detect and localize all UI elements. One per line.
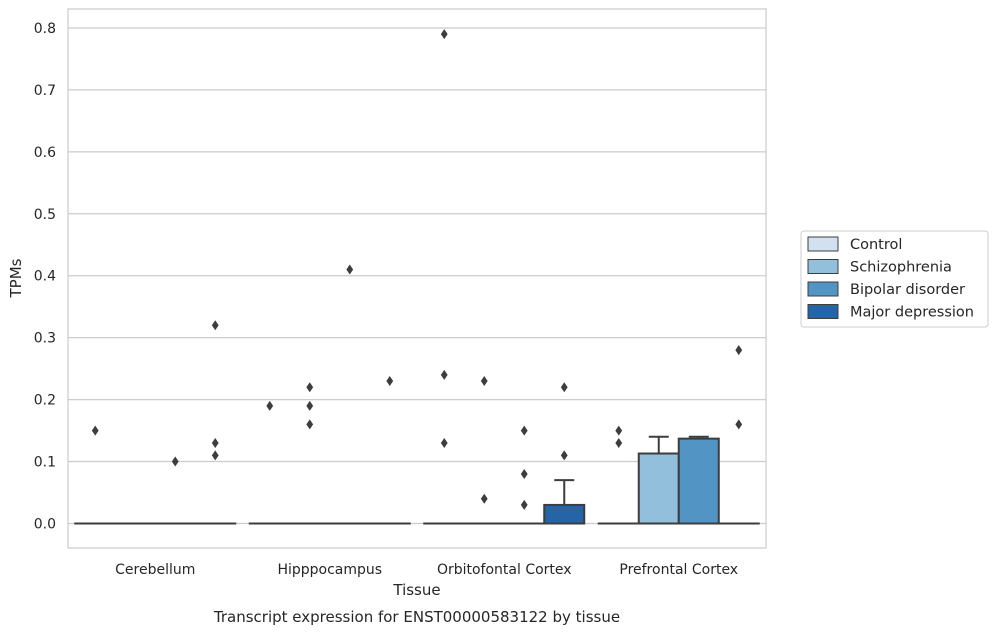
gridlines bbox=[68, 28, 766, 524]
boxplot bbox=[599, 426, 639, 524]
outlier-point bbox=[481, 494, 488, 504]
outlier-point bbox=[735, 345, 742, 355]
boxplot bbox=[75, 426, 115, 524]
outlier-point bbox=[441, 29, 448, 39]
outlier-point bbox=[561, 382, 568, 392]
x-tick-label: Prefrontal Cortex bbox=[619, 562, 738, 578]
legend-label: Bipolar disorder bbox=[850, 282, 965, 298]
x-tick-label: Hipppocampus bbox=[277, 562, 382, 578]
y-tick-label: 0.8 bbox=[34, 21, 56, 37]
boxplot bbox=[679, 437, 719, 524]
outlier-point bbox=[615, 426, 622, 436]
outlier-point bbox=[266, 401, 273, 411]
box bbox=[679, 439, 719, 524]
y-tick-label: 0.1 bbox=[34, 455, 56, 471]
legend: Control Schizophrenia Bipolar disorder Majo… bbox=[801, 231, 988, 327]
legend-swatch bbox=[808, 260, 838, 274]
y-axis-label: TPMs bbox=[7, 258, 25, 298]
legend-swatch bbox=[808, 305, 838, 319]
boxplot bbox=[195, 320, 235, 523]
boxplot bbox=[504, 426, 544, 524]
outlier-point bbox=[92, 426, 99, 436]
boxplot bbox=[464, 376, 504, 523]
box bbox=[639, 454, 679, 524]
y-tick-label: 0.3 bbox=[34, 331, 56, 347]
box bbox=[544, 505, 584, 524]
boxplot bbox=[155, 457, 195, 524]
x-tick-label: Orbitofontal Cortex bbox=[437, 562, 572, 578]
y-tick-label: 0.4 bbox=[34, 269, 56, 285]
y-tick-label: 0.7 bbox=[34, 83, 56, 99]
outlier-point bbox=[441, 370, 448, 380]
boxplot bbox=[330, 265, 370, 524]
outlier-point bbox=[481, 376, 488, 386]
x-axis-label: Tissue bbox=[392, 581, 440, 599]
outlier-point bbox=[615, 438, 622, 448]
y-tick-label: 0.2 bbox=[34, 393, 56, 409]
boxplot bbox=[639, 437, 679, 524]
outlier-point bbox=[521, 500, 528, 510]
outlier-point bbox=[212, 320, 219, 330]
y-tick-label: 0.0 bbox=[34, 517, 56, 533]
boxplot bbox=[544, 382, 584, 523]
boxplot bbox=[370, 376, 410, 523]
y-tick-label: 0.5 bbox=[34, 207, 56, 223]
outlier-point bbox=[172, 457, 179, 467]
outlier-point bbox=[212, 450, 219, 460]
x-tick-label: Cerebellum bbox=[115, 562, 195, 578]
outlier-point bbox=[212, 438, 219, 448]
legend-label: Major depression bbox=[850, 305, 974, 321]
y-tick-label: 0.6 bbox=[34, 145, 56, 161]
boxplot bbox=[290, 382, 330, 523]
outlier-point bbox=[521, 426, 528, 436]
outlier-point bbox=[386, 376, 393, 386]
outlier-point bbox=[441, 438, 448, 448]
x-tick-labels: Cerebellum Hipppocampus Orbitofontal Corte… bbox=[115, 562, 738, 578]
outlier-point bbox=[346, 265, 353, 275]
outlier-point bbox=[306, 419, 313, 429]
outlier-point bbox=[735, 419, 742, 429]
legend-swatch bbox=[808, 237, 838, 251]
legend-label: Schizophrenia bbox=[850, 260, 952, 276]
outlier-point bbox=[561, 450, 568, 460]
chart-caption: Transcript expression for ENST0000058312… bbox=[213, 608, 620, 626]
outlier-point bbox=[306, 382, 313, 392]
y-tick-labels: 0.0 0.1 0.2 0.3 0.4 0.5 0.6 0.7 0.8 bbox=[34, 21, 56, 533]
outlier-point bbox=[306, 401, 313, 411]
legend-swatch bbox=[808, 282, 838, 296]
outlier-point bbox=[521, 469, 528, 479]
boxplot bbox=[719, 345, 759, 523]
legend-label: Control bbox=[850, 237, 902, 253]
